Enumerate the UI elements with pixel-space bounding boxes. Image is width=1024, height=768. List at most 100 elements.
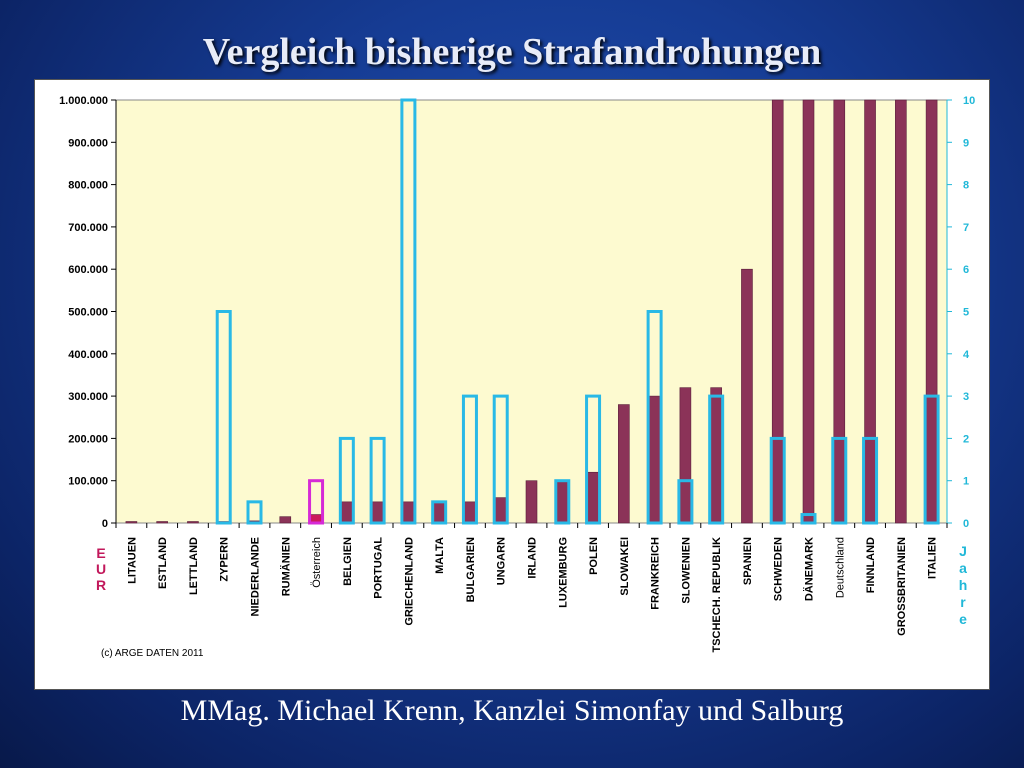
jahre-bar bbox=[338, 436, 355, 525]
right-axis-title-letter: h bbox=[959, 577, 968, 593]
right-tick-label: 5 bbox=[963, 307, 969, 319]
category-label: GROSSBRITANIEN bbox=[896, 537, 908, 636]
eur-bar bbox=[648, 395, 661, 524]
right-tick-label: 9 bbox=[963, 137, 969, 149]
jahre-bar bbox=[862, 436, 879, 525]
left-tick-label: 900.000 bbox=[68, 137, 108, 149]
eur-bar bbox=[125, 521, 138, 524]
left-tick-label: 400.000 bbox=[68, 349, 108, 361]
left-tick-label: 100.000 bbox=[68, 476, 108, 488]
category-labels: LITAUEN ESTLAND LETTLAND ZYPERN NIEDERLANDE R… bbox=[115, 523, 948, 653]
category-label: SLOWAKEI bbox=[619, 537, 631, 596]
category-label: NIEDERLANDE bbox=[250, 537, 262, 616]
right-axis-title-letter: r bbox=[960, 594, 966, 610]
right-axis: 0 1 2 3 4 5 6 7 8 9 10 bbox=[946, 95, 975, 530]
eur-bar bbox=[618, 404, 630, 524]
eur-bar bbox=[679, 387, 692, 524]
category-label: ESTLAND bbox=[157, 537, 169, 589]
category-label: RUMÄNIEN bbox=[279, 537, 292, 596]
eur-bar bbox=[371, 501, 384, 524]
jahre-bar bbox=[831, 436, 848, 525]
left-tick-label: 600.000 bbox=[68, 264, 108, 276]
category-label: FINNLAND bbox=[865, 537, 877, 593]
eur-bar bbox=[187, 521, 199, 524]
category-label: BULGARIEN bbox=[465, 537, 477, 602]
category-label: DÄNEMARK bbox=[803, 537, 816, 601]
category-label: FRANKREICH bbox=[650, 537, 662, 610]
eur-bar bbox=[464, 501, 476, 524]
left-axis-title-letter: E bbox=[96, 545, 105, 561]
category-label: LUXEMBURG bbox=[557, 537, 569, 608]
left-tick-label: 500.000 bbox=[68, 307, 108, 319]
eur-bar bbox=[833, 99, 846, 524]
left-tick-label: 200.000 bbox=[68, 433, 108, 445]
eur-bar bbox=[587, 471, 599, 524]
bar-series bbox=[125, 98, 940, 525]
eur-bar bbox=[556, 480, 569, 524]
left-tick-label: 300.000 bbox=[68, 391, 108, 403]
category-label: PORTUGAL bbox=[373, 537, 385, 599]
left-axis-title-letter: U bbox=[96, 561, 106, 577]
right-tick-label: 7 bbox=[963, 222, 969, 234]
category-label: ITALIEN bbox=[927, 537, 939, 579]
category-label: BELGIEN bbox=[342, 537, 354, 586]
left-tick-label: 700.000 bbox=[68, 222, 108, 234]
jahre-bar bbox=[646, 310, 663, 525]
chart-frame: 0 100.000 200.000 300.000 400.000 500.000 600.… bbox=[34, 79, 990, 690]
left-tick-label: 800.000 bbox=[68, 180, 108, 192]
category-label: SPANIEN bbox=[742, 537, 754, 585]
category-label: IRLAND bbox=[527, 537, 539, 579]
category-label: ZYPERN bbox=[219, 537, 231, 582]
jahre-bar bbox=[769, 436, 786, 525]
eur-bar bbox=[864, 99, 876, 524]
jahre-bar bbox=[800, 513, 817, 525]
left-axis-title-letter: R bbox=[96, 577, 106, 593]
right-tick-label: 6 bbox=[963, 264, 969, 276]
category-label: LETTLAND bbox=[188, 537, 200, 595]
category-label: TSCHECH. REPUBLIK bbox=[711, 537, 723, 653]
jahre-bar bbox=[308, 479, 325, 525]
right-axis-title-letter: e bbox=[959, 611, 967, 627]
slide-title: Vergleich bisherige Strafandrohungen bbox=[202, 31, 822, 73]
left-axis: 0 100.000 200.000 300.000 400.000 500.000 600.… bbox=[59, 95, 117, 530]
bar-chart: 0 100.000 200.000 300.000 400.000 500.000 600.… bbox=[59, 95, 975, 659]
right-tick-label: 3 bbox=[963, 391, 969, 403]
eur-bar bbox=[925, 99, 938, 524]
eur-bar bbox=[741, 268, 753, 524]
category-label: POLEN bbox=[588, 537, 600, 575]
jahre-bar bbox=[400, 98, 417, 525]
eur-bar bbox=[494, 497, 507, 524]
left-tick-label: 0 bbox=[102, 518, 108, 530]
eur-bar bbox=[341, 501, 353, 524]
footer-credit: MMag. Michael Krenn, Kanzlei Simonfay un… bbox=[180, 694, 844, 727]
right-tick-label: 2 bbox=[963, 433, 969, 445]
eur-bar bbox=[525, 480, 538, 524]
eur-bar bbox=[433, 501, 445, 524]
category-label: LITAUEN bbox=[126, 537, 138, 584]
right-axis-title-letter: J bbox=[959, 543, 967, 559]
category-label: Deutschland bbox=[834, 537, 846, 598]
jahre-bar bbox=[923, 394, 940, 525]
right-axis-title-letter: a bbox=[959, 560, 967, 576]
right-tick-label: 8 bbox=[963, 180, 969, 192]
jahre-bar bbox=[246, 500, 263, 525]
copyright-note: (c) ARGE DATEN 2011 bbox=[101, 648, 204, 659]
eur-bar bbox=[710, 387, 722, 524]
eur-bar bbox=[895, 99, 907, 524]
category-label: MALTA bbox=[434, 537, 446, 574]
eur-bar bbox=[156, 521, 168, 524]
eur-bar bbox=[402, 501, 415, 524]
right-tick-label: 4 bbox=[963, 349, 970, 361]
category-label: SLOWENIEN bbox=[680, 537, 692, 604]
category-label: UNGARN bbox=[496, 537, 508, 585]
jahre-bar bbox=[461, 394, 478, 525]
jahre-bar bbox=[492, 394, 509, 525]
jahre-bar bbox=[677, 479, 694, 525]
jahre-bar bbox=[215, 310, 232, 525]
right-tick-label: 1 bbox=[963, 476, 969, 488]
eur-bar bbox=[771, 99, 784, 524]
category-label: SCHWEDEN bbox=[773, 537, 785, 601]
jahre-bar bbox=[554, 479, 571, 525]
eur-bar bbox=[279, 516, 292, 524]
